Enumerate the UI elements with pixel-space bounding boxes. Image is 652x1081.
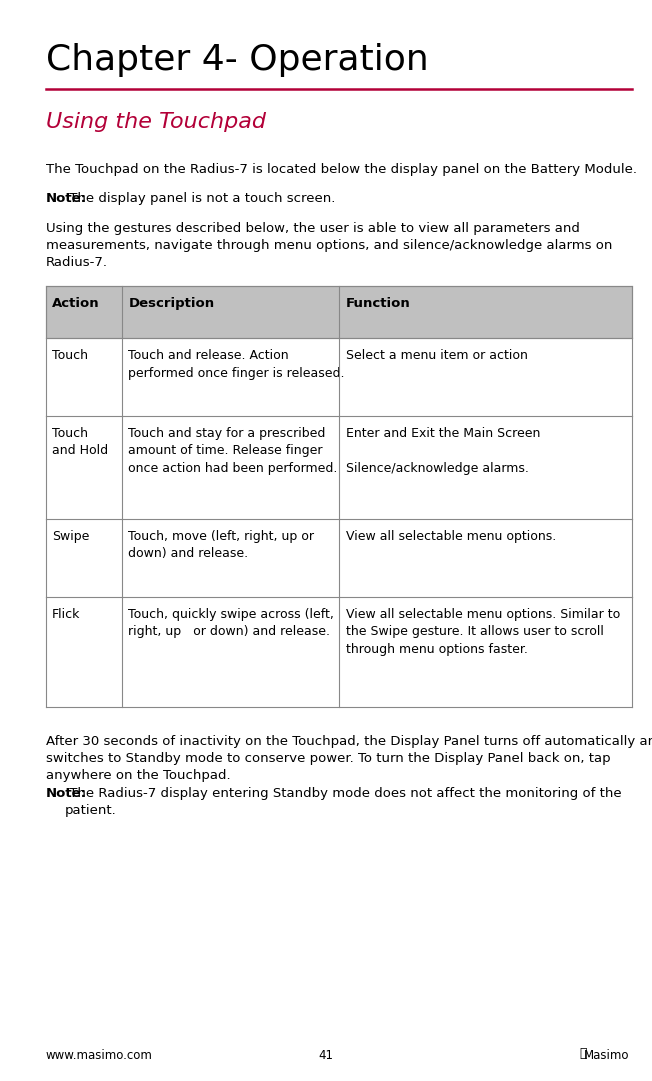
- Text: Action: Action: [52, 297, 100, 310]
- Text: Flick: Flick: [52, 608, 81, 620]
- Text: 41: 41: [318, 1049, 334, 1062]
- Text: Touch
and Hold: Touch and Hold: [52, 427, 108, 457]
- Text: Touch, move (left, right, up or
down) and release.: Touch, move (left, right, up or down) an…: [128, 530, 314, 560]
- Text: Function: Function: [346, 297, 410, 310]
- Bar: [46, 286, 632, 338]
- Text: Enter and Exit the Main Screen

Silence/acknowledge alarms.: Enter and Exit the Main Screen Silence/a…: [346, 427, 540, 475]
- Text: Swipe: Swipe: [52, 530, 89, 543]
- Text: Touch, quickly swipe across (left,
right, up   or down) and release.: Touch, quickly swipe across (left, right…: [128, 608, 334, 638]
- Text: View all selectable menu options.: View all selectable menu options.: [346, 530, 556, 543]
- Text: View all selectable menu options. Similar to
the Swipe gesture. It allows user t: View all selectable menu options. Simila…: [346, 608, 620, 655]
- Text: ⛨: ⛨: [580, 1047, 587, 1060]
- Text: Chapter 4- Operation: Chapter 4- Operation: [46, 43, 428, 77]
- Text: The Touchpad on the Radius-7 is located below the display panel on the Battery M: The Touchpad on the Radius-7 is located …: [46, 163, 636, 176]
- Text: Touch: Touch: [52, 349, 88, 362]
- Text: Note:: Note:: [46, 787, 87, 800]
- Bar: [46, 338, 632, 416]
- Text: Using the Touchpad: Using the Touchpad: [46, 112, 265, 133]
- Text: Masimo: Masimo: [584, 1049, 629, 1062]
- Bar: [46, 416, 632, 519]
- Text: After 30 seconds of inactivity on the Touchpad, the Display Panel turns off auto: After 30 seconds of inactivity on the To…: [46, 735, 652, 782]
- Bar: [46, 597, 632, 707]
- Bar: [46, 519, 632, 597]
- Text: Description: Description: [128, 297, 215, 310]
- Text: Touch and stay for a prescribed
amount of time. Release finger
once action had b: Touch and stay for a prescribed amount o…: [128, 427, 338, 475]
- Text: Select a menu item or action: Select a menu item or action: [346, 349, 527, 362]
- Text: Using the gestures described below, the user is able to view all parameters and
: Using the gestures described below, the …: [46, 222, 612, 268]
- Text: The Radius-7 display entering Standby mode does not affect the monitoring of the: The Radius-7 display entering Standby mo…: [65, 787, 621, 817]
- Text: Note:: Note:: [46, 192, 87, 205]
- Text: Touch and release. Action
performed once finger is released.: Touch and release. Action performed once…: [128, 349, 345, 379]
- Text: www.masimo.com: www.masimo.com: [46, 1049, 153, 1062]
- Text: The display panel is not a touch screen.: The display panel is not a touch screen.: [65, 192, 335, 205]
